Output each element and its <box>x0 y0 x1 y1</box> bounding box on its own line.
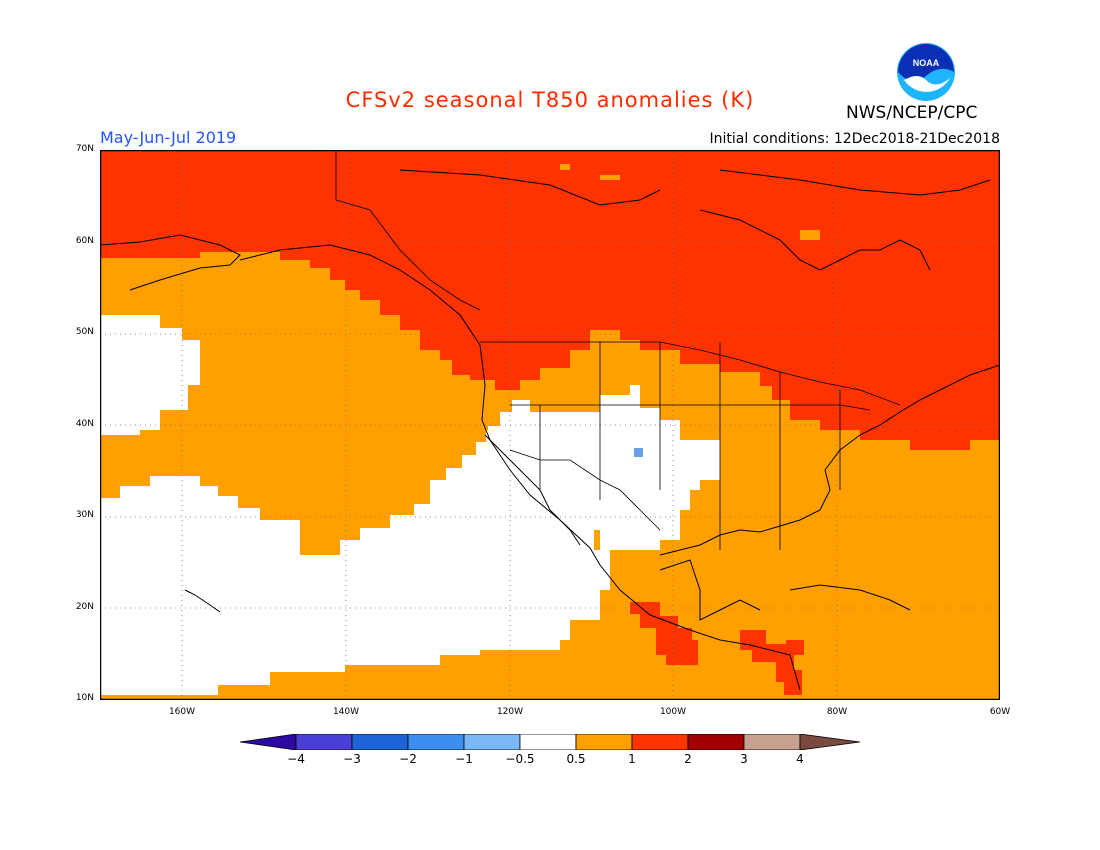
chart-title: CFSv2 seasonal T850 anomalies (K) <box>345 88 755 112</box>
lat-label: 10N <box>75 693 94 703</box>
colorbar-segment <box>240 734 297 750</box>
colorbar-label: 4 <box>796 752 804 766</box>
region-blue-cell <box>634 448 643 457</box>
region-white-southpacific <box>100 398 612 695</box>
gridlines <box>100 150 1000 700</box>
region-white-pacific <box>100 315 200 435</box>
region-white-southwest <box>486 385 720 550</box>
lon-label: 140W <box>332 707 360 717</box>
anomaly-map <box>100 150 1000 700</box>
map-frame <box>100 150 1000 700</box>
lat-label: 20N <box>75 602 94 612</box>
region-red-north <box>100 150 1000 450</box>
colorbar-segment <box>351 734 409 750</box>
initial-conditions-label: Initial conditions: 12Dec2018-21Dec2018 <box>709 131 1001 147</box>
colorbar-segment <box>519 734 577 750</box>
colorbar-label: −1 <box>455 752 473 766</box>
lon-label: 160W <box>168 707 196 717</box>
colorbar-label: 0.5 <box>566 752 586 766</box>
noaa-logo: NOAA <box>897 43 955 101</box>
colorbar-label: −2 <box>399 752 417 766</box>
colorbar-segment <box>295 734 353 750</box>
agency-label: NWS/NCEP/CPC <box>846 103 978 123</box>
lon-label: 80W <box>826 707 848 717</box>
colorbar-segment <box>687 734 745 750</box>
lon-label: 120W <box>496 707 524 717</box>
colorbar-segment <box>631 734 689 750</box>
colorbar <box>240 734 861 750</box>
colorbar-label: 1 <box>628 752 636 766</box>
colorbar-segment <box>743 734 801 750</box>
colorbar-label: 3 <box>740 752 748 766</box>
lon-label: 100W <box>659 707 687 717</box>
svg-text:NOAA: NOAA <box>913 58 940 68</box>
borders <box>335 150 901 550</box>
colorbar-label: 2 <box>684 752 692 766</box>
lat-label: 70N <box>75 144 94 154</box>
lat-label: 40N <box>75 419 94 429</box>
lat-label: 60N <box>75 236 94 246</box>
lat-label: 30N <box>75 510 94 520</box>
colorbar-segment <box>799 734 861 750</box>
lat-label: 50N <box>75 327 94 337</box>
colorbar-segment <box>575 734 633 750</box>
colorbar-label: −0.5 <box>505 752 535 766</box>
colorbar-segment <box>407 734 465 750</box>
period-label: May-Jun-Jul 2019 <box>100 128 237 147</box>
colorbar-label: −4 <box>287 752 305 766</box>
colorbar-label: −3 <box>343 752 361 766</box>
region-red-mexico <box>630 602 698 665</box>
colorbar-segment <box>463 734 521 750</box>
lon-label: 60W <box>989 707 1011 717</box>
